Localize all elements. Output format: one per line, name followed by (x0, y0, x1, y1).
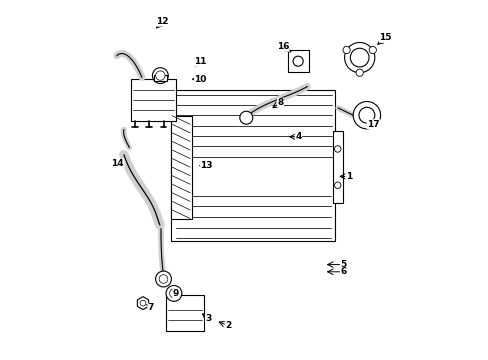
Circle shape (152, 68, 168, 84)
Bar (170, 90, 334, 241)
Bar (166, 295, 203, 331)
Circle shape (344, 42, 374, 73)
Text: 10: 10 (194, 75, 206, 84)
Text: 13: 13 (200, 161, 212, 170)
Circle shape (239, 111, 252, 124)
Bar (287, 50, 308, 72)
Circle shape (358, 107, 374, 123)
Circle shape (355, 69, 363, 76)
Text: 6: 6 (340, 267, 346, 276)
Bar (170, 116, 191, 219)
Text: 17: 17 (366, 120, 379, 129)
Circle shape (292, 56, 303, 66)
Text: 16: 16 (276, 42, 289, 51)
Text: 2: 2 (224, 321, 231, 330)
Text: 8: 8 (277, 98, 283, 107)
Circle shape (169, 289, 178, 298)
Text: 9: 9 (173, 289, 179, 298)
Text: 1: 1 (345, 172, 351, 181)
Text: 15: 15 (379, 33, 391, 42)
Bar (332, 131, 342, 203)
Bar (154, 75, 166, 81)
Text: 14: 14 (111, 159, 124, 168)
Text: 7: 7 (147, 303, 154, 312)
Circle shape (155, 271, 171, 287)
Circle shape (368, 46, 376, 54)
Circle shape (334, 182, 340, 189)
Circle shape (349, 48, 368, 67)
Polygon shape (137, 297, 148, 310)
Text: 3: 3 (205, 314, 211, 323)
Circle shape (140, 300, 145, 306)
Text: 12: 12 (156, 17, 169, 26)
Text: 4: 4 (295, 132, 301, 141)
Circle shape (155, 71, 164, 80)
Circle shape (352, 102, 380, 129)
Circle shape (342, 46, 349, 54)
Text: 11: 11 (194, 57, 206, 66)
Text: 5: 5 (340, 260, 346, 269)
Circle shape (159, 275, 167, 283)
Bar (131, 79, 176, 121)
Circle shape (334, 146, 340, 152)
Circle shape (166, 285, 182, 301)
